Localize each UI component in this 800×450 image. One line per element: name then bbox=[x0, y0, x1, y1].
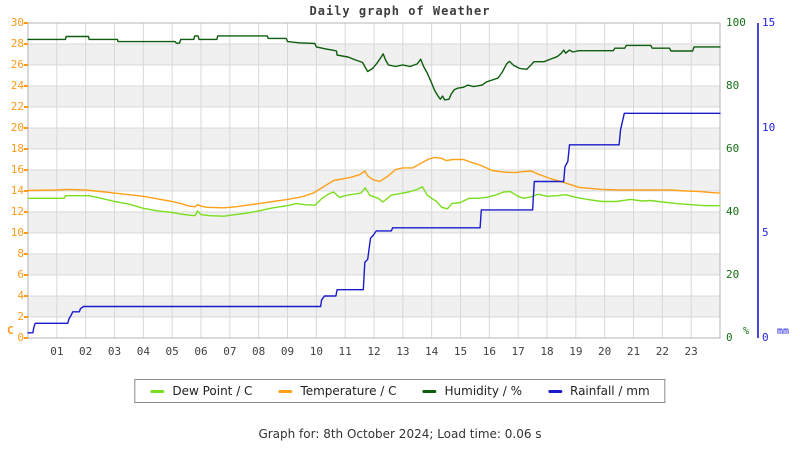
y-axis-left-tick-label: 14 bbox=[10, 184, 24, 197]
humidity-axis-tick-label: 0 bbox=[726, 331, 733, 344]
x-axis-tick-label: 08 bbox=[252, 345, 266, 358]
y-axis-left-tick-label: 0 bbox=[17, 331, 24, 344]
rain-axis-tick-label: 15 bbox=[762, 16, 776, 29]
x-axis-tick-label: 05 bbox=[165, 345, 179, 358]
y-axis-left-tick-label: 20 bbox=[10, 121, 24, 134]
x-axis-tick-label: 11 bbox=[338, 345, 352, 358]
legend-item: Temperature / C bbox=[278, 384, 397, 398]
humidity-axis-tick-label: 80 bbox=[726, 79, 740, 92]
humidity-axis-tick-label: 40 bbox=[726, 205, 740, 218]
legend-box: Dew Point / C Temperature / C Humidity / %… bbox=[134, 379, 666, 403]
x-axis-tick-label: 17 bbox=[511, 345, 525, 358]
y-axis-left-tick-label: 30 bbox=[10, 16, 24, 29]
x-axis-tick-label: 01 bbox=[50, 345, 64, 358]
y-axis-left-tick-label: 6 bbox=[17, 268, 24, 281]
humidity-axis-unit-label: % bbox=[743, 326, 750, 337]
series-line-temperature bbox=[27, 156, 721, 209]
legend-label: Dew Point / C bbox=[172, 384, 253, 398]
x-axis-tick-label: 19 bbox=[569, 345, 583, 358]
y-axis-left-tick-label: 4 bbox=[17, 289, 24, 302]
x-axis-tick-label: 16 bbox=[482, 345, 496, 358]
humidity-axis-tick-label: 20 bbox=[726, 268, 740, 281]
legend-item: Humidity / % bbox=[422, 384, 522, 398]
chart-caption: Graph for: 8th October 2024; Load time: … bbox=[258, 427, 542, 441]
y-axis-left-tick-label: 10 bbox=[10, 226, 24, 239]
chart-title: Daily graph of Weather bbox=[309, 4, 491, 18]
legend-item: Rainfall / mm bbox=[548, 384, 650, 398]
x-axis-tick-label: 03 bbox=[107, 345, 122, 358]
x-axis-tick-label: 18 bbox=[540, 345, 554, 358]
y-axis-left-tick-label: 22 bbox=[10, 100, 24, 113]
x-axis-tick-label: 10 bbox=[309, 345, 323, 358]
y-axis-left-tick-label: 12 bbox=[10, 205, 24, 218]
legend-label: Rainfall / mm bbox=[570, 384, 650, 398]
legend-label: Temperature / C bbox=[300, 384, 397, 398]
y-axis-left-tick-label: 28 bbox=[10, 37, 24, 50]
x-axis-tick-label: 02 bbox=[79, 345, 93, 358]
x-axis-tick-label: 07 bbox=[223, 345, 237, 358]
legend-item: Dew Point / C bbox=[150, 384, 252, 398]
x-axis-tick-label: 21 bbox=[626, 345, 641, 358]
legend-dash-icon bbox=[278, 389, 293, 393]
y-axis-left-tick-label: 18 bbox=[10, 142, 24, 155]
left-axis-unit-label: C bbox=[7, 324, 14, 337]
legend-dash-icon bbox=[548, 389, 562, 393]
rain-axis-tick-label: 10 bbox=[762, 121, 776, 134]
rain-axis-unit-label: mm bbox=[777, 326, 790, 337]
series-line-rainfall bbox=[27, 112, 721, 334]
y-axis-left-tick-label: 16 bbox=[10, 163, 24, 176]
humidity-axis-tick-label: 100 bbox=[726, 16, 746, 29]
y-axis-left-tick-label: 2 bbox=[17, 310, 24, 323]
x-axis-tick-label: 20 bbox=[598, 345, 612, 358]
y-axis-left-tick-label: 8 bbox=[17, 247, 24, 260]
x-axis-tick-label: 15 bbox=[453, 345, 468, 358]
rain-axis-tick-label: 0 bbox=[762, 331, 769, 344]
x-axis-tick-label: 13 bbox=[396, 345, 410, 358]
x-axis-tick-label: 09 bbox=[280, 345, 295, 358]
x-axis-tick-label: 23 bbox=[684, 345, 698, 358]
x-axis-tick-label: 22 bbox=[655, 345, 669, 358]
rain-axis-tick-label: 5 bbox=[762, 226, 769, 239]
series-line-humidity bbox=[27, 35, 721, 101]
legend-label: Humidity / % bbox=[444, 384, 522, 398]
x-axis-tick-label: 14 bbox=[425, 345, 439, 358]
series-line-dew bbox=[27, 186, 721, 217]
x-axis-tick-label: 06 bbox=[194, 345, 208, 358]
plot-border bbox=[27, 22, 721, 339]
y-axis-left-tick-label: 24 bbox=[10, 79, 24, 92]
legend-dash-icon bbox=[422, 389, 437, 393]
x-axis-tick-label: 12 bbox=[367, 345, 381, 358]
humidity-axis-tick-label: 60 bbox=[726, 142, 740, 155]
y-axis-left-tick-label: 26 bbox=[10, 58, 24, 71]
legend-dash-icon bbox=[150, 389, 165, 393]
x-axis-tick-label: 04 bbox=[136, 345, 150, 358]
